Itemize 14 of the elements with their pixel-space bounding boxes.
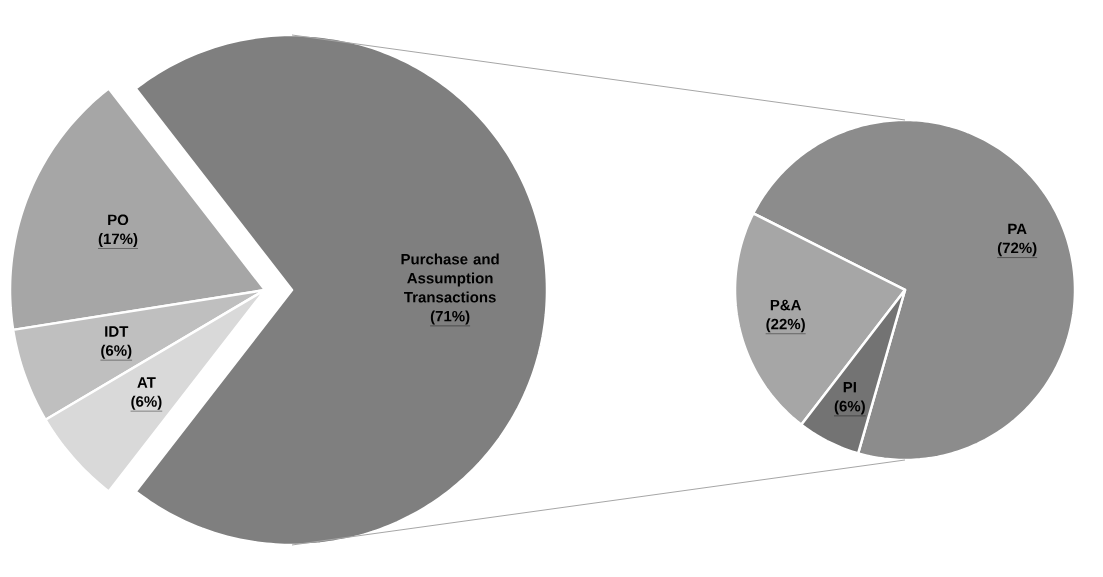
data-label: (6%) [131,395,162,410]
slice-label: IDT [105,326,129,337]
data-label: (17%) [98,233,138,248]
slice-label: P&A [770,299,802,311]
data-label: (22%) [766,318,805,333]
data-label: (6%) [101,344,132,359]
data-label: (72%) [997,242,1037,257]
slice-label: PA [1008,223,1027,235]
slice-label: AT [137,377,156,388]
slice-label: Purchase and Assumption Transactions [401,253,499,303]
slice-label: PO [108,214,129,226]
slice-label: PI [843,382,856,393]
data-label: (6%) [834,400,865,415]
data-label: (71%) [430,310,470,325]
